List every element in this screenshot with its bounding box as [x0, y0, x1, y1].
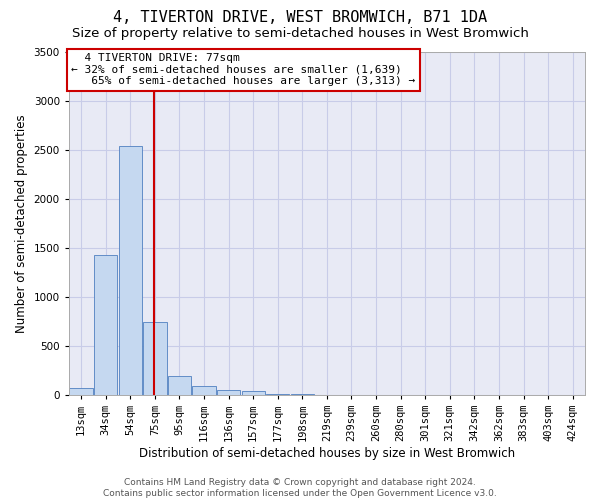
Bar	[94, 254, 118, 395]
X-axis label: Distribution of semi-detached houses by size in West Bromwich: Distribution of semi-detached houses by …	[139, 447, 515, 460]
Text: 4, TIVERTON DRIVE, WEST BROMWICH, B71 1DA: 4, TIVERTON DRIVE, WEST BROMWICH, B71 1D…	[113, 10, 487, 25]
Bar	[193, 386, 215, 395]
Text: Contains HM Land Registry data © Crown copyright and database right 2024.
Contai: Contains HM Land Registry data © Crown c…	[103, 478, 497, 498]
Bar	[217, 390, 240, 395]
Bar	[119, 146, 142, 395]
Y-axis label: Number of semi-detached properties: Number of semi-detached properties	[15, 114, 28, 332]
Bar	[70, 388, 93, 395]
Bar	[168, 376, 191, 395]
Text: 4 TIVERTON DRIVE: 77sqm
← 32% of semi-detached houses are smaller (1,639)
   65%: 4 TIVERTON DRIVE: 77sqm ← 32% of semi-de…	[71, 53, 416, 86]
Bar	[143, 322, 167, 395]
Bar	[242, 392, 265, 395]
Bar	[266, 394, 289, 395]
Text: Size of property relative to semi-detached houses in West Bromwich: Size of property relative to semi-detach…	[71, 28, 529, 40]
